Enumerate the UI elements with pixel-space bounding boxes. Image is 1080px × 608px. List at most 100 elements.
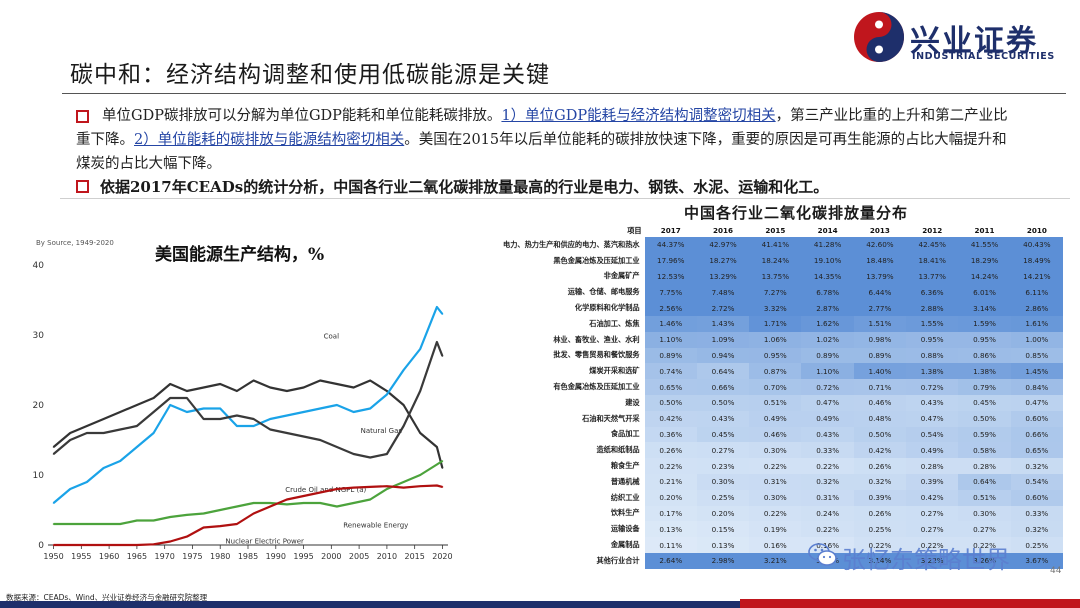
table-cell: 0.66%: [696, 379, 750, 395]
table-cell: 0.11%: [644, 537, 697, 553]
series-line-3: [53, 460, 443, 526]
table-cell: 18.49%: [1010, 252, 1063, 269]
table-cell: 1.71%: [749, 315, 802, 332]
table-cell: 6.78%: [801, 284, 854, 301]
x-tick-label: 1950: [43, 552, 63, 561]
data-point: [119, 523, 122, 525]
data-point: [219, 509, 222, 511]
x-tick-label: 1995: [293, 552, 313, 561]
table-cell: 1.38%: [958, 363, 1011, 380]
table-row: 批发、零售贸易和餐饮服务 0.89% 0.94% 0.95% 0.89% 0.89% 0.8…: [463, 347, 1063, 364]
data-point: [369, 486, 372, 488]
data-point: [436, 484, 438, 487]
us-energy-line-chart: 0 10 20 30 40 1950 1955 1960 1965 1970 1975 1980 198…: [33, 261, 453, 561]
y-tick-label: 20: [33, 401, 45, 411]
table-cell: 1.46%: [644, 315, 697, 332]
table-cell: 0.31%: [801, 489, 854, 506]
emissions-table: 项目 2017 2016 2015 2014 2013 2012 2011 2010 电力、热力…: [463, 224, 1063, 569]
y-tick-label: 30: [33, 331, 45, 341]
table-cell: 0.95%: [749, 347, 802, 364]
table-cell: 0.33%: [1010, 505, 1063, 522]
data-point: [419, 348, 422, 350]
table-row: 化学原料和化学制品 2.56% 2.72% 3.32% 2.87% 2.77% 2.88% 3…: [463, 300, 1063, 316]
table-cell: 0.54%: [1010, 473, 1063, 490]
table-cell: 7.75%: [644, 284, 697, 301]
table-cell: 1.45%: [1010, 363, 1063, 380]
row-label: 造纸和纸制品: [596, 445, 640, 455]
data-point: [302, 411, 305, 413]
table-cell: 0.46%: [853, 394, 907, 411]
data-point: [286, 414, 288, 417]
data-point: [202, 407, 205, 410]
table-cell: 0.15%: [696, 521, 750, 538]
data-point: [286, 503, 288, 506]
table-cell: 14.24%: [958, 268, 1011, 285]
table-cell: 0.48%: [853, 410, 907, 427]
table-cell: 7.48%: [696, 284, 750, 301]
table-cell: 18.29%: [958, 252, 1011, 269]
data-point: [86, 481, 88, 483]
row-label: 粮食生产: [610, 461, 640, 471]
table-row: 石油和天然气开采 0.42% 0.43% 0.49% 0.49% 0.48% 0.47% 0.…: [463, 410, 1063, 427]
line-chart-title: 美国能源生产结构，%: [155, 245, 325, 265]
data-point: [302, 435, 305, 438]
title-divider: [62, 93, 1066, 94]
data-point: [186, 514, 188, 516]
brand-logo-icon: [854, 12, 904, 62]
x-tick-label: 2015: [404, 552, 424, 561]
table-cell: 0.49%: [749, 410, 802, 427]
data-point: [252, 418, 255, 420]
table-cell: 14.21%: [1010, 268, 1063, 285]
table-cell: 0.74%: [644, 363, 697, 380]
table-cell: 0.27%: [958, 521, 1011, 538]
data-point: [252, 379, 255, 382]
table-cell: 0.30%: [749, 442, 802, 459]
table-cell: 13.29%: [696, 268, 750, 285]
data-point: [202, 526, 205, 529]
table-cell: 0.33%: [801, 442, 854, 459]
bullet1-highlight2: 2）单位能耗的碳排放与能源结构密切相关: [134, 132, 405, 148]
data-point: [69, 439, 72, 441]
wechat-icon: [808, 543, 837, 566]
data-point: [52, 446, 55, 448]
data-point: [69, 488, 72, 490]
table-cell: 41.55%: [958, 237, 1011, 253]
data-point: [319, 439, 322, 441]
data-point: [441, 355, 444, 357]
table-cell: 17.96%: [644, 252, 697, 269]
data-point: [369, 456, 372, 459]
table-cell: 6.36%: [906, 284, 959, 301]
table-cell: 0.72%: [906, 379, 959, 395]
data-point: [236, 425, 238, 427]
table-cell: 0.79%: [958, 379, 1011, 395]
table-cell: 0.22%: [644, 458, 697, 474]
data-point: [52, 453, 55, 455]
table-row: 饮料生产 0.17% 0.20% 0.22% 0.24% 0.26% 0.27% 0.30% 0…: [463, 505, 1063, 522]
table-cell: 3.21%: [749, 552, 802, 569]
table-cell: 1.02%: [801, 331, 854, 348]
data-point: [69, 523, 72, 525]
data-point: [136, 404, 138, 406]
table-row: 造纸和纸制品 0.26% 0.27% 0.30% 0.33% 0.42% 0.49% 0.58…: [463, 442, 1063, 459]
bullet1-part3: ，第三产业比重的上升和第二产业比重下降。: [76, 108, 1008, 148]
data-point: [252, 512, 255, 515]
table-cell: 3.67%: [1010, 552, 1063, 569]
table-title: 中国各行业二氧化碳排放量分布: [684, 204, 909, 222]
table-cell: 2.87%: [801, 300, 854, 316]
table-cell: 0.16%: [749, 537, 802, 553]
data-point: [269, 386, 272, 389]
data-point: [236, 390, 238, 392]
table-cell: 2.86%: [1010, 300, 1063, 316]
data-point: [236, 505, 238, 508]
data-point: [119, 411, 122, 413]
data-point: [302, 386, 305, 389]
column-header-year: 2015: [765, 226, 786, 235]
footer-bar: [0, 601, 1080, 608]
row-label: 纺织工业: [610, 492, 640, 502]
bullet-text-2: 依据2017年CEADs的统计分析，中国各行业二氧化碳排放量最高的行业是电力、钢…: [100, 178, 829, 196]
table-cell: 0.98%: [853, 331, 907, 348]
table-cell: 0.95%: [906, 331, 959, 348]
table-row: 石油加工、炼焦 1.46% 1.43% 1.71% 1.62% 1.51% 1.55% 1.5…: [463, 315, 1063, 332]
table-cell: 1.51%: [853, 315, 907, 332]
table-cell: 0.60%: [1010, 489, 1063, 506]
